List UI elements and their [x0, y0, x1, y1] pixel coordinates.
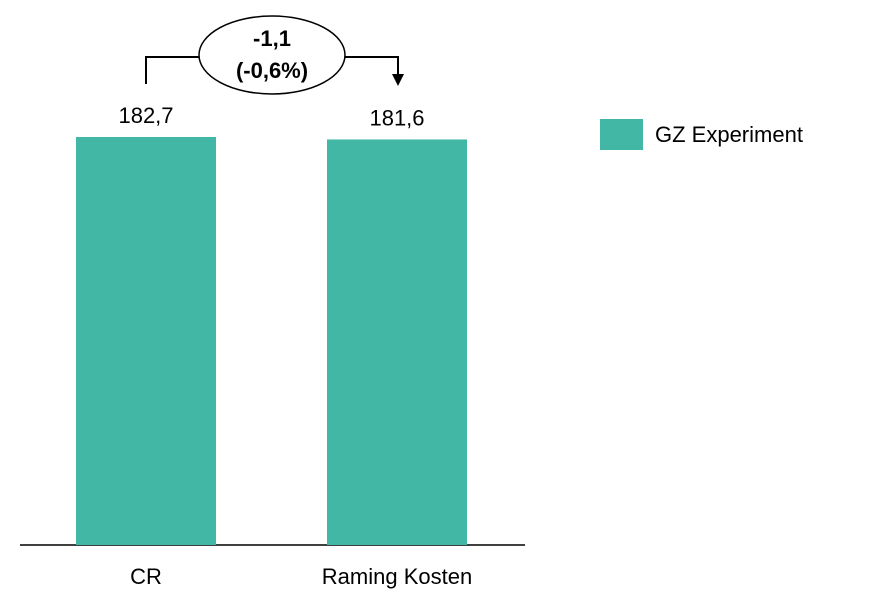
annotation-text: -1,1 — [253, 26, 291, 51]
bracket-left — [145, 56, 200, 84]
x-tick-label: CR — [130, 564, 162, 589]
bar — [76, 137, 216, 545]
arrowhead — [392, 74, 404, 86]
legend-swatch — [600, 119, 643, 150]
annotation-ellipse — [198, 15, 346, 95]
value-label: 181,6 — [369, 105, 424, 130]
difference-annotation: -1,1 (-0,6%) — [145, 15, 404, 95]
bar — [327, 139, 467, 545]
x-tick-label: Raming Kosten — [322, 564, 472, 589]
bracket-right — [344, 56, 399, 76]
value-label: 182,7 — [118, 103, 173, 128]
legend-label: GZ Experiment — [655, 122, 803, 147]
annotation-text: (-0,6%) — [236, 58, 308, 83]
